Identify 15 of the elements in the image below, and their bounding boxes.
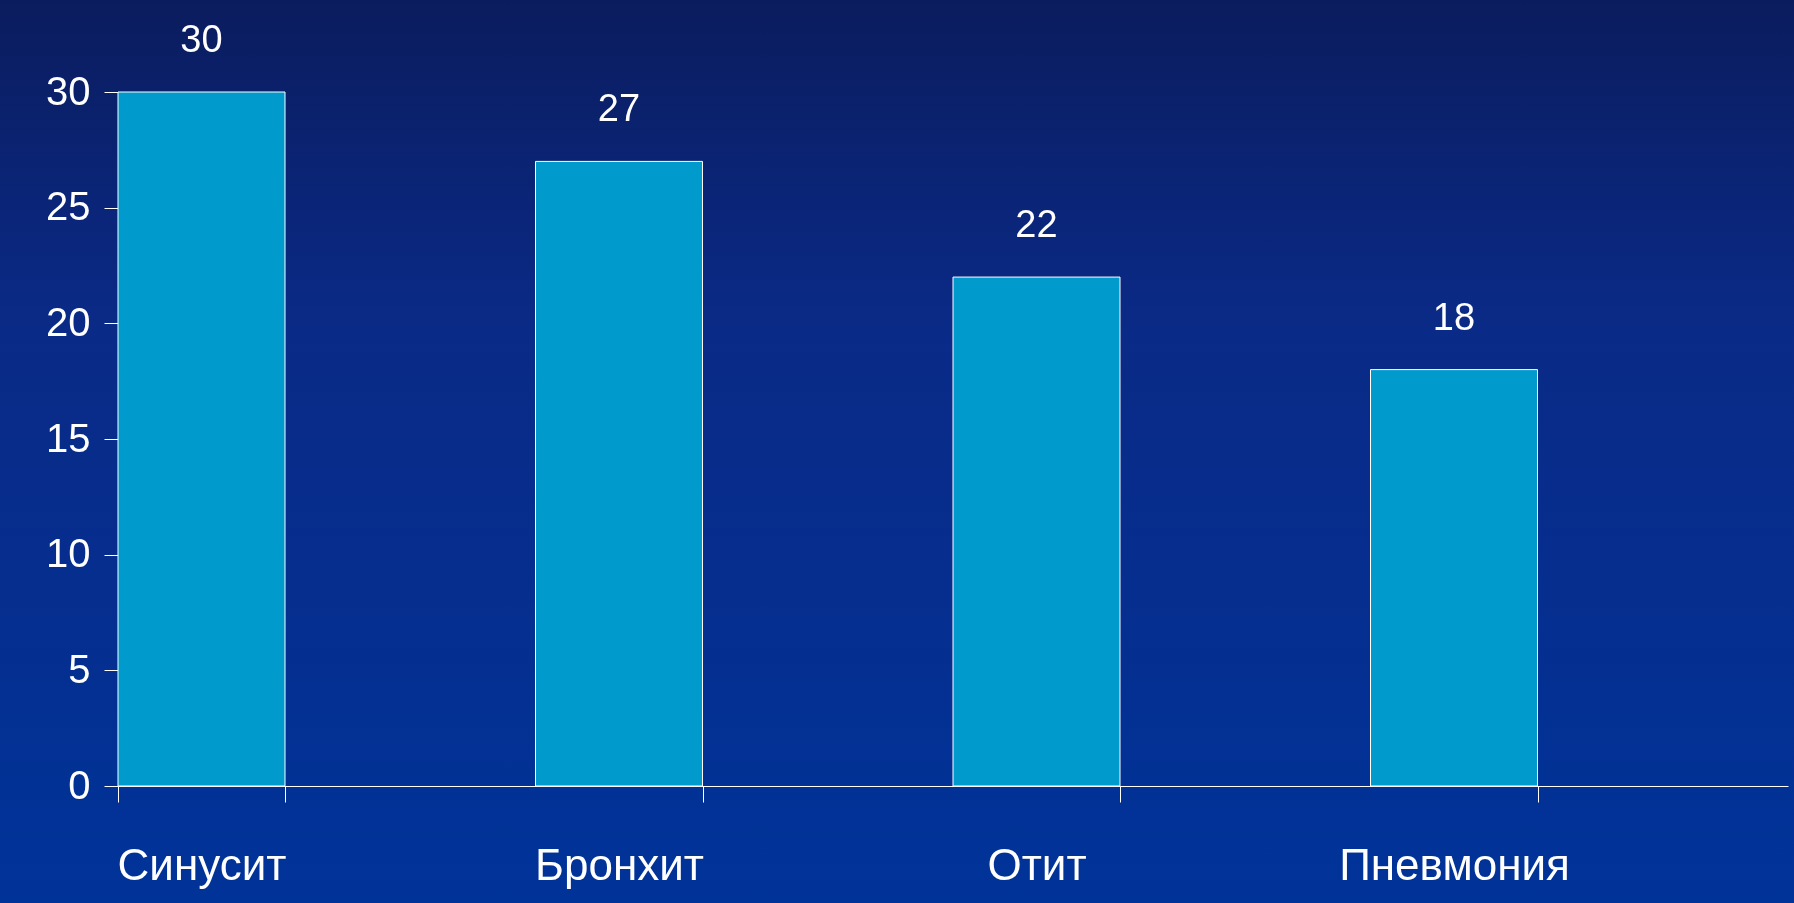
y-tick-label: 30 [46, 68, 91, 113]
data-label: 27 [597, 87, 641, 130]
x-tick-label: Пневмония [1339, 839, 1570, 889]
y-tick-label: 25 [46, 184, 91, 229]
x-tick-label: Синусит [117, 839, 287, 889]
data-label: 22 [1015, 203, 1058, 246]
y-tick-label: 0 [68, 762, 91, 807]
y-tick-label: 20 [46, 299, 91, 344]
x-tick-label: Бронхит [535, 839, 704, 889]
x-tick-label: Отит [987, 839, 1087, 889]
y-tick-label: 10 [46, 531, 91, 576]
y-tick-label: 5 [68, 646, 91, 691]
data-label: 30 [180, 18, 223, 60]
y-tick-label: 15 [46, 415, 91, 460]
data-label: 18 [1432, 295, 1476, 338]
